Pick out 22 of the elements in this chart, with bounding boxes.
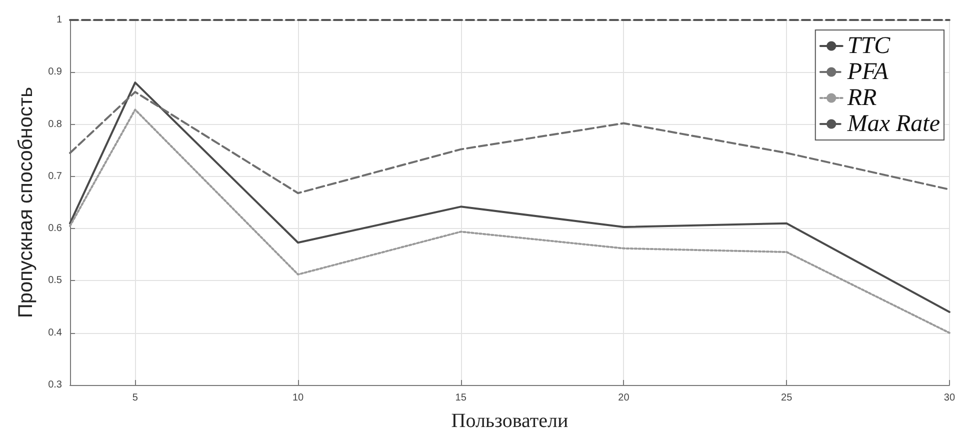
x-tick-label: 30 (944, 392, 956, 404)
line-series (69, 108, 950, 334)
x-axis-title: Пользователи (451, 410, 568, 432)
y-tick-label: 0.5 (48, 275, 62, 286)
y-tick-label: 1 (56, 14, 62, 26)
x-tick-label: 20 (618, 392, 630, 404)
y-tick-label: 0.6 (48, 223, 62, 234)
line-series (69, 82, 950, 313)
y-tick-label: 0.8 (48, 118, 62, 130)
legend-label: PFA (846, 59, 889, 85)
y-tick-label: 0.3 (48, 380, 62, 390)
x-tick-label: 15 (455, 392, 467, 404)
y-tick-label: 0.7 (48, 170, 62, 182)
y-tick-label: 0.4 (48, 327, 62, 338)
x-tick-label: 5 (132, 392, 138, 404)
legend-label: Max Rate (846, 111, 940, 137)
y-axis-title: Пропускная способность (15, 86, 37, 318)
legend-label: TTC (847, 33, 892, 59)
x-tick-label: 25 (781, 392, 793, 404)
x-tick-label: 10 (292, 392, 304, 404)
y-tick-label: 0.9 (48, 66, 62, 78)
legend-label: RR (846, 85, 878, 111)
